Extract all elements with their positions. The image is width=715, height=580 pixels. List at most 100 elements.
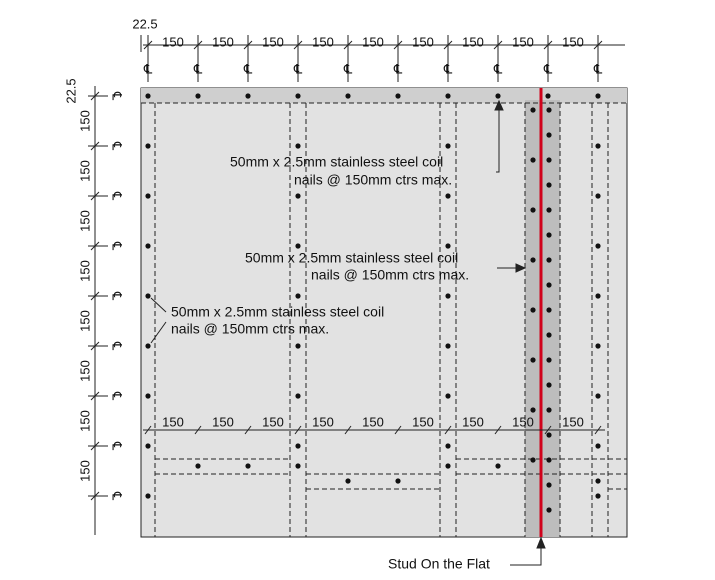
nail	[345, 478, 351, 484]
dim-label: 150	[312, 34, 334, 49]
centerline-symbol: ℄	[143, 61, 153, 76]
nail	[546, 257, 552, 263]
nail	[445, 393, 451, 399]
nail	[445, 463, 451, 469]
nail	[595, 293, 601, 299]
nail	[395, 478, 401, 484]
dim-label: 150	[77, 360, 92, 382]
nail	[546, 107, 552, 113]
nail	[245, 93, 251, 99]
annotation: nails @ 150mm ctrs max.	[294, 172, 452, 188]
centerline-symbol: ℄	[393, 61, 403, 76]
nail	[145, 93, 151, 99]
dim-tick	[294, 425, 302, 435]
stud-label: Stud On the Flat	[388, 556, 490, 572]
annotation: 50mm x 2.5mm stainless steel coil	[245, 250, 458, 266]
dim-label: 150	[162, 34, 184, 49]
dim-label: 150	[262, 414, 284, 429]
nail	[595, 243, 601, 249]
centerline-symbol: ℄	[110, 191, 125, 201]
dim-label: 150	[412, 34, 434, 49]
dim-tick	[494, 425, 502, 435]
nail	[295, 193, 301, 199]
dim-tick	[444, 425, 452, 435]
nail	[545, 93, 551, 99]
nail	[145, 143, 151, 149]
leaders	[150, 99, 546, 566]
nail	[546, 382, 552, 388]
nail	[295, 443, 301, 449]
dim-tick	[244, 425, 252, 435]
dim-label: 22.5	[132, 16, 157, 31]
centerline-symbol: ℄	[110, 441, 125, 451]
nail	[295, 243, 301, 249]
nail	[345, 93, 351, 99]
centerline-symbol: ℄	[293, 61, 303, 76]
nail	[145, 293, 151, 299]
nail	[295, 393, 301, 399]
annotation: 50mm x 2.5mm stainless steel coil	[171, 304, 384, 320]
dim-label: 150	[512, 34, 534, 49]
centerline-symbol: ℄	[110, 241, 125, 251]
dim-label: 22.5	[63, 78, 78, 103]
nail	[295, 463, 301, 469]
nail	[546, 157, 552, 163]
dim-label: 150	[77, 160, 92, 182]
nail	[295, 343, 301, 349]
dim-label: 150	[77, 410, 92, 432]
nail	[445, 443, 451, 449]
dim-label: 150	[462, 34, 484, 49]
dim-label: 150	[77, 460, 92, 482]
nail	[530, 157, 536, 163]
nail	[595, 493, 601, 499]
nail	[595, 193, 601, 199]
dim-tick	[344, 425, 352, 435]
nail	[530, 457, 536, 463]
annotation: nails @ 150mm ctrs max.	[311, 267, 469, 283]
dim-label: 150	[212, 414, 234, 429]
nail	[445, 193, 451, 199]
centerline-symbol: ℄	[110, 391, 125, 401]
dim-label: 150	[462, 414, 484, 429]
nail	[546, 357, 552, 363]
nail	[145, 243, 151, 249]
nail	[546, 407, 552, 413]
dim-label: 150	[77, 210, 92, 232]
nail	[546, 132, 552, 138]
nail	[395, 93, 401, 99]
nail	[445, 93, 451, 99]
dim-tick	[594, 425, 602, 435]
dim-tick	[394, 425, 402, 435]
annotation: 50mm x 2.5mm stainless steel coil	[230, 154, 443, 170]
nail	[530, 207, 536, 213]
nail	[495, 93, 501, 99]
nail	[295, 93, 301, 99]
nail	[145, 493, 151, 499]
dim-label: 150	[312, 414, 334, 429]
dim-label: 150	[562, 414, 584, 429]
centerline-symbol: ℄	[110, 141, 125, 151]
centerline-symbol: ℄	[443, 61, 453, 76]
nail	[530, 407, 536, 413]
nail	[546, 332, 552, 338]
nails	[145, 93, 601, 513]
dim-label: 150	[362, 34, 384, 49]
nail	[445, 143, 451, 149]
nail	[295, 293, 301, 299]
nail	[546, 282, 552, 288]
nail	[295, 143, 301, 149]
nail	[595, 443, 601, 449]
nail	[595, 143, 601, 149]
nail	[530, 357, 536, 363]
dim-tick	[544, 425, 552, 435]
nail	[530, 307, 536, 313]
centerline-symbol: ℄	[543, 61, 553, 76]
nail	[530, 257, 536, 263]
nail	[595, 93, 601, 99]
nail	[145, 443, 151, 449]
nail	[546, 432, 552, 438]
dashed-framing	[141, 102, 627, 537]
centerline-symbol: ℄	[493, 61, 503, 76]
nail	[595, 393, 601, 399]
